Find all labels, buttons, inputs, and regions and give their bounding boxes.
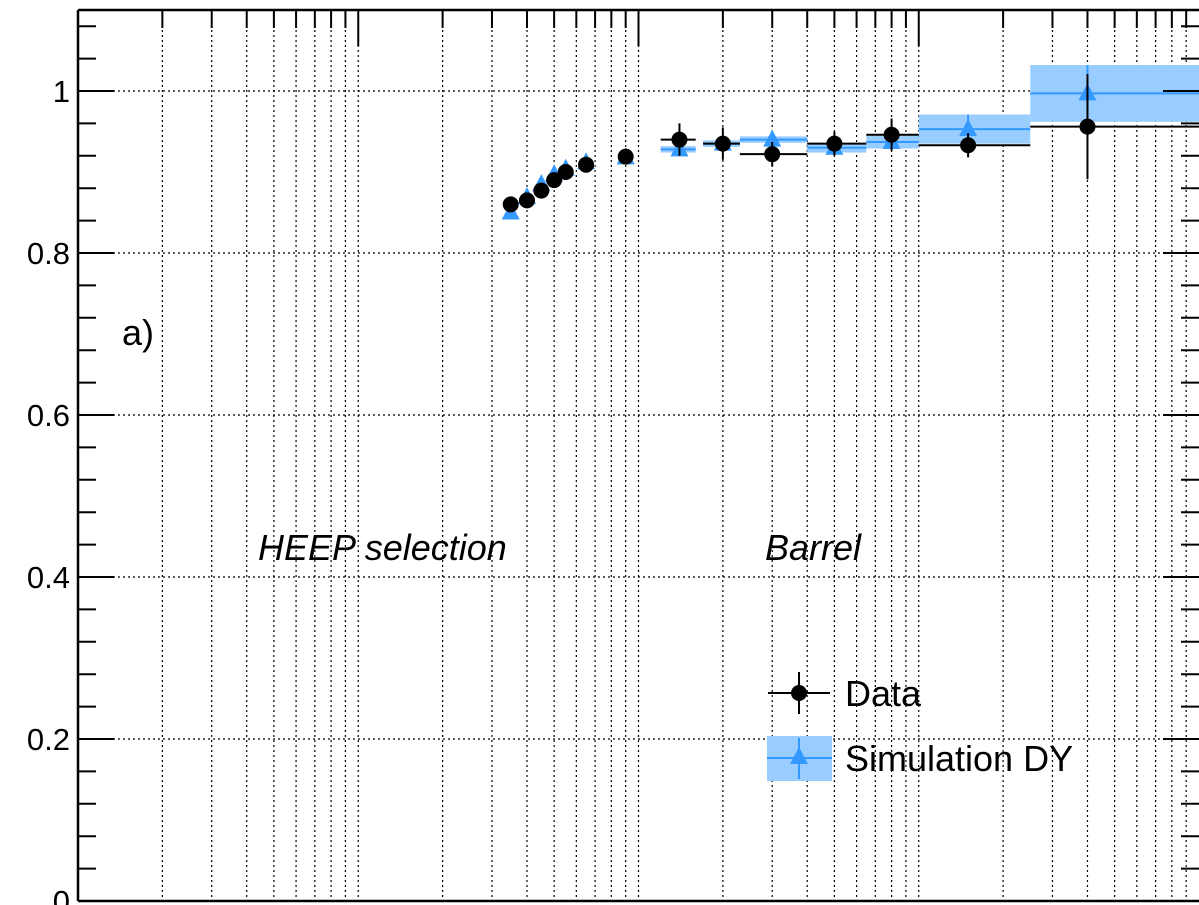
simulation-point	[959, 119, 978, 137]
legend: Data Simulation DY	[767, 672, 1073, 781]
y-tick-label: 0.8	[27, 236, 70, 271]
data-point	[502, 196, 519, 213]
y-axis-ticks: 0 0.2 0.4 0.6 0.8 1	[27, 25, 1199, 905]
data-point	[557, 164, 574, 180]
legend-marker-simulation	[767, 736, 832, 781]
grid-lines	[78, 10, 1199, 901]
data-point	[546, 172, 563, 189]
y-tick-label: 1	[53, 74, 70, 109]
panel-label: a)	[122, 312, 154, 353]
y-tick-label: 0.6	[27, 398, 70, 433]
y-tick-label: 0	[53, 884, 70, 905]
data-point	[1079, 118, 1096, 135]
data-point	[671, 131, 688, 148]
data-point	[617, 148, 634, 165]
data-point	[960, 137, 977, 154]
data-point	[714, 135, 731, 152]
selection-label: HEEP selection	[258, 527, 507, 568]
data-point	[578, 156, 595, 173]
plot-frame	[76, 8, 1199, 903]
data-point	[883, 126, 900, 143]
region-label: Barrel	[765, 527, 862, 568]
data-point	[533, 182, 550, 199]
legend-marker-data	[768, 672, 830, 714]
legend-label-simulation: Simulation DY	[845, 738, 1073, 779]
y-tick-label: 0.4	[27, 560, 70, 595]
y-tick-label: 0.2	[27, 722, 70, 757]
data-point	[518, 192, 535, 209]
data-point	[826, 135, 843, 152]
simulation-point	[763, 129, 782, 147]
legend-label-data: Data	[845, 673, 922, 714]
data-series	[502, 73, 1199, 213]
data-point	[764, 146, 781, 163]
